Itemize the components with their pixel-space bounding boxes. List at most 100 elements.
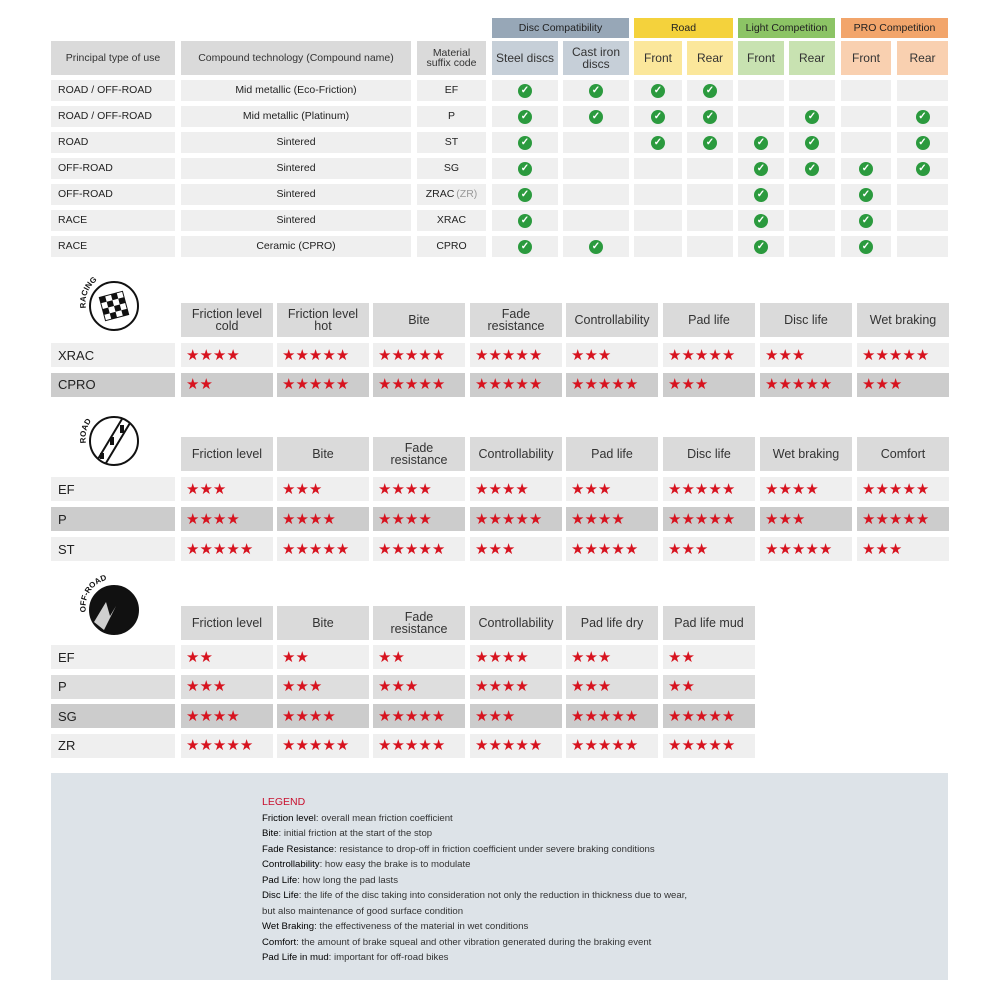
star-icon: ★	[597, 648, 612, 666]
star-rating: ★ ★ ★	[566, 645, 658, 669]
star-icon: ★	[791, 376, 806, 393]
star-rating: ★ ★ ★ ★ ★	[277, 343, 369, 367]
star-rating: ★ ★ ★ ★ ★	[373, 704, 465, 728]
legend-item: Pad Life: how long the pad lasts	[262, 873, 687, 889]
compat-cell: ✓	[841, 236, 891, 257]
star-icon: ★	[611, 707, 625, 725]
compat-cell	[789, 236, 835, 257]
star-rating: ★ ★ ★ ★ ★	[663, 733, 755, 758]
star-icon: ★	[378, 707, 392, 725]
star-icon: ★	[282, 707, 296, 725]
star-icon: ★	[584, 510, 598, 528]
star-icon: ★	[418, 737, 432, 754]
check-icon: ✓	[518, 213, 532, 228]
legend-description: : the effectiveness of the material in w…	[314, 921, 529, 932]
road-icon: ROAD	[78, 416, 139, 466]
star-icon: ★	[791, 510, 806, 528]
star-icon: ★	[721, 346, 736, 364]
star-icon: ★	[431, 540, 446, 558]
star-icon: ★	[708, 346, 722, 364]
star-rating: ★ ★ ★	[663, 372, 755, 397]
star-icon: ★	[584, 737, 598, 754]
star-rating: ★ ★ ★ ★ ★	[566, 537, 658, 561]
rating-row-label: EF	[51, 477, 175, 501]
star-icon: ★	[418, 540, 432, 558]
star-icon: ★	[475, 540, 489, 558]
star-icon: ★	[295, 540, 309, 558]
compat-cell	[897, 184, 948, 205]
legend-content: LEGEND Friction level: overall mean fric…	[262, 795, 687, 966]
star-icon: ★	[308, 480, 323, 498]
star-icon: ★	[475, 648, 489, 666]
check-icon: ✓	[805, 135, 819, 150]
legend-description: : how long the pad lasts	[297, 874, 399, 886]
rating-row-label: P	[51, 507, 175, 531]
compat-cell: ✓	[738, 210, 784, 231]
star-icon: ★	[597, 376, 612, 393]
star-rating: ★ ★ ★ ★	[181, 507, 273, 531]
star-icon: ★	[295, 737, 309, 754]
star-icon: ★	[875, 480, 889, 498]
star-icon: ★	[308, 678, 323, 695]
sub-header: Front	[634, 41, 682, 75]
star-icon: ★	[778, 540, 792, 558]
star-rating: ★ ★	[181, 372, 273, 397]
star-icon: ★	[778, 376, 792, 393]
group-header-1: Road	[634, 18, 733, 38]
star-icon: ★	[571, 480, 585, 498]
code-alias: (ZR)	[456, 188, 478, 201]
rating-column-header: Disc life	[760, 303, 852, 337]
star-icon: ★	[888, 346, 903, 364]
star-rating: ★ ★	[663, 674, 755, 699]
check-icon: ✓	[805, 161, 819, 176]
star-icon: ★	[199, 678, 213, 695]
star-rating: ★ ★	[277, 645, 369, 669]
check-icon: ✓	[754, 135, 768, 150]
star-icon: ★	[597, 678, 612, 695]
star-icon: ★	[391, 707, 405, 725]
star-icon: ★	[597, 737, 612, 754]
star-icon: ★	[404, 480, 419, 498]
star-icon: ★	[791, 540, 806, 558]
star-icon: ★	[295, 346, 309, 364]
star-rating: ★ ★ ★ ★ ★	[470, 733, 562, 758]
star-icon: ★	[571, 678, 585, 695]
star-icon: ★	[721, 707, 736, 725]
star-icon: ★	[571, 346, 585, 364]
rating-column-header: Friction level	[181, 437, 273, 471]
sub-header: Rear	[789, 41, 835, 75]
star-rating: ★ ★ ★	[760, 507, 852, 531]
star-rating: ★ ★ ★	[373, 674, 465, 699]
star-rating: ★ ★ ★ ★ ★	[373, 733, 465, 758]
compat-cell: ✓	[492, 106, 558, 127]
compat-cell: ✓	[492, 236, 558, 257]
star-icon: ★	[404, 540, 419, 558]
star-icon: ★	[475, 707, 489, 725]
rating-column-header: Wet braking	[760, 437, 852, 471]
star-icon: ★	[528, 510, 543, 528]
row-code: CPRO	[417, 236, 486, 257]
rating-column-header: Fade resistance	[470, 303, 562, 337]
star-icon: ★	[488, 510, 502, 528]
sub-header: Front	[738, 41, 784, 75]
star-rating: ★ ★ ★ ★	[470, 477, 562, 501]
star-icon: ★	[668, 737, 682, 754]
legend-box: LEGEND Friction level: overall mean fric…	[51, 773, 948, 980]
star-rating: ★ ★ ★ ★ ★	[277, 372, 369, 397]
star-icon: ★	[475, 737, 489, 754]
compat-cell	[789, 210, 835, 231]
star-icon: ★	[199, 480, 213, 498]
star-icon: ★	[295, 707, 309, 725]
star-rating: ★ ★ ★	[277, 674, 369, 699]
star-icon: ★	[488, 678, 502, 695]
legend-description: : the amount of brake squeal and other v…	[296, 936, 652, 948]
star-rating: ★ ★ ★	[181, 477, 273, 501]
star-icon: ★	[584, 540, 598, 558]
star-rating: ★ ★ ★ ★ ★	[470, 372, 562, 397]
star-icon: ★	[708, 510, 722, 528]
star-icon: ★	[902, 346, 916, 364]
row-type: OFF-ROAD	[51, 184, 175, 205]
star-icon: ★	[322, 737, 336, 754]
rating-column-header: Fade resistance	[373, 437, 465, 471]
star-icon: ★	[611, 540, 625, 558]
